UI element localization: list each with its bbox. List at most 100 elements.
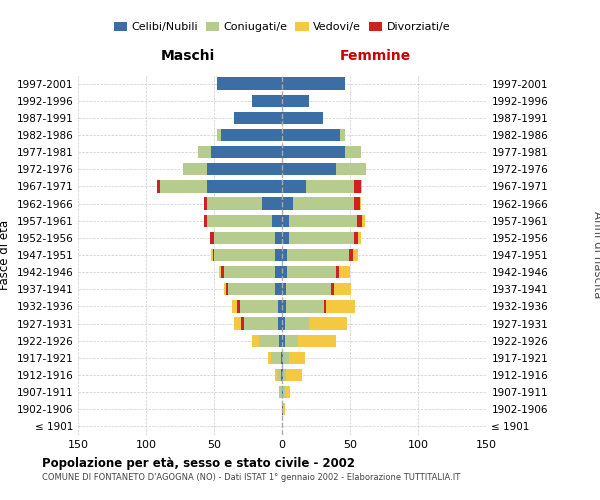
Bar [298,334,337,347]
Bar [207,198,262,209]
Bar [282,283,286,296]
Bar [289,352,305,364]
Bar [286,369,302,381]
Bar [282,94,309,107]
Bar [361,180,362,192]
Bar [281,352,282,364]
Bar [183,163,207,175]
Text: Maschi: Maschi [161,48,215,62]
Bar [221,266,224,278]
Bar [285,334,298,347]
Bar [285,318,309,330]
Bar [275,249,282,261]
Bar [205,198,207,209]
Bar [289,214,357,227]
Text: Popolazione per età, sesso e stato civile - 2002: Popolazione per età, sesso e stato civil… [42,458,355,470]
Bar [353,249,358,261]
Bar [326,300,355,312]
Bar [279,386,282,398]
Bar [237,300,240,312]
Bar [207,180,282,192]
Bar [286,283,331,296]
Bar [235,112,282,124]
Bar [224,266,275,278]
Bar [282,163,337,175]
Bar [278,318,282,330]
Bar [160,180,207,192]
Bar [205,214,207,227]
Bar [241,318,244,330]
Bar [259,334,279,347]
Bar [282,403,283,415]
Bar [227,283,275,296]
Bar [282,249,287,261]
Bar [214,232,275,244]
Bar [334,283,352,296]
Bar [211,146,282,158]
Bar [293,198,354,209]
Bar [337,163,367,175]
Bar [226,283,227,296]
Bar [244,318,278,330]
Bar [212,249,214,261]
Bar [157,180,160,192]
Bar [282,129,340,141]
Bar [349,249,353,261]
Bar [283,369,286,381]
Bar [282,369,283,381]
Bar [309,318,347,330]
Bar [210,232,214,244]
Bar [286,300,324,312]
Bar [354,198,359,209]
Bar [287,249,349,261]
Bar [207,163,282,175]
Bar [217,78,282,90]
Bar [283,352,289,364]
Bar [272,214,282,227]
Bar [362,214,365,227]
Text: Femmine: Femmine [340,48,412,62]
Bar [268,352,271,364]
Bar [282,334,285,347]
Bar [197,146,211,158]
Bar [279,334,282,347]
Bar [307,180,354,192]
Bar [282,300,286,312]
Bar [275,369,277,381]
Bar [282,232,289,244]
Bar [252,94,282,107]
Text: COMUNE DI FONTANETO D'AGOGNA (NO) - Dati ISTAT 1° gennaio 2002 - Elaborazione TU: COMUNE DI FONTANETO D'AGOGNA (NO) - Dati… [42,472,460,482]
Bar [252,334,259,347]
Bar [282,112,323,124]
Bar [278,300,282,312]
Text: Anni di nascita: Anni di nascita [590,212,600,298]
Bar [358,232,361,244]
Bar [221,129,282,141]
Bar [283,403,285,415]
Bar [271,352,281,364]
Bar [282,78,344,90]
Bar [282,352,283,364]
Bar [287,266,337,278]
Bar [340,129,344,141]
Bar [282,318,285,330]
Bar [262,198,282,209]
Bar [232,300,237,312]
Bar [354,180,361,192]
Bar [207,214,272,227]
Bar [344,146,361,158]
Bar [275,283,282,296]
Bar [282,198,293,209]
Legend: Celibi/Nubili, Coniugati/e, Vedovi/e, Divorziati/e: Celibi/Nubili, Coniugati/e, Vedovi/e, Di… [112,20,452,34]
Bar [214,249,275,261]
Bar [282,214,289,227]
Bar [211,249,212,261]
Bar [220,266,221,278]
Bar [282,386,283,398]
Bar [224,283,226,296]
Bar [275,266,282,278]
Bar [357,214,362,227]
Bar [331,283,334,296]
Bar [283,386,285,398]
Bar [282,266,287,278]
